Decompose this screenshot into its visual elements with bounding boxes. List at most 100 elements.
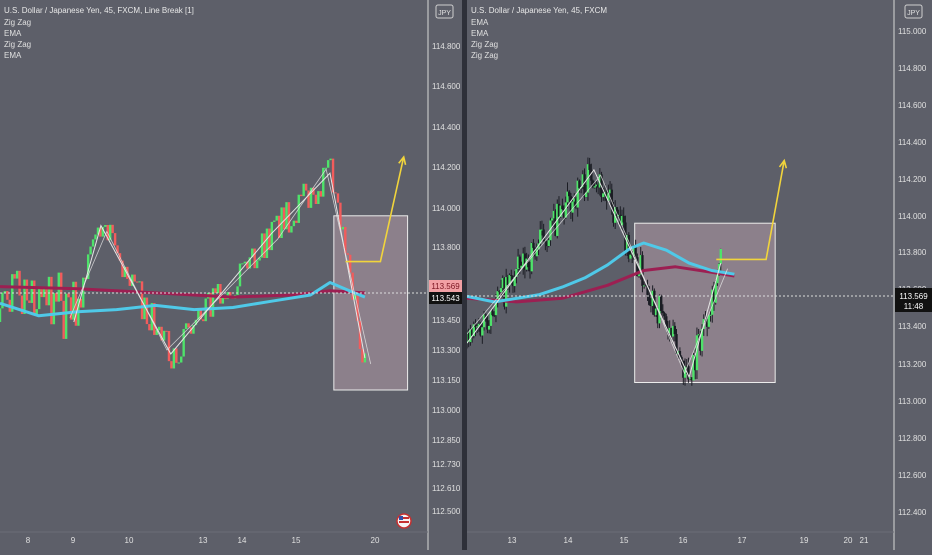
candle [187,323,189,327]
candle [568,192,570,197]
indicator-legend-item: EMA [4,29,22,38]
candle [185,323,187,329]
x-tick-label: 17 [738,536,747,545]
candle [170,361,172,368]
indicator-legend-item: Zig Zag [471,40,498,49]
candle [148,324,150,330]
y-tick-label: 114.200 [898,175,927,184]
right-chart-panel[interactable]: 115.000114.800114.600114.400114.200114.0… [463,0,932,550]
candle [6,291,8,300]
price-axis[interactable] [895,0,932,550]
candle [1,293,3,309]
candle [33,281,35,316]
candle [26,280,28,301]
candle [662,311,664,313]
y-tick-label: 112.600 [898,471,927,480]
y-tick-label: 114.800 [898,64,927,73]
x-tick-label: 10 [125,536,134,545]
zigzag-line-secondary [70,169,371,364]
candle [532,243,534,248]
candle [347,253,349,254]
chart-title: U.S. Dollar / Japanese Yen, 45, FXCM [471,6,607,15]
candle [334,192,336,193]
candle [293,221,295,226]
candle [491,311,493,315]
candle [143,298,145,320]
candle [67,294,69,298]
y-tick-label: 114.800 [432,42,461,51]
candle [315,195,317,204]
candle [283,207,285,229]
candle [23,280,25,314]
candle [104,225,106,227]
candle [602,193,604,197]
indicator-legend-item: Zig Zag [4,40,31,49]
candle [50,277,52,324]
y-tick-label: 114.400 [898,138,927,147]
left-chart-panel[interactable]: 114.800114.600114.400114.200114.000113.8… [0,0,462,550]
y-tick-label: 114.200 [432,163,461,172]
y-tick-label: 113.800 [432,243,461,252]
candle [253,249,255,269]
indicator-legend-item: EMA [4,51,22,60]
y-tick-label: 112.610 [432,484,461,493]
x-tick-label: 14 [238,536,247,545]
x-tick-label: 19 [800,536,809,545]
candle [236,286,238,295]
y-tick-label: 112.850 [432,436,461,445]
candle [305,184,307,191]
candle [588,164,590,170]
x-tick-label: 13 [508,536,517,545]
y-tick-label: 113.800 [898,248,927,257]
candle [133,275,135,282]
candle [660,296,662,311]
panel-divider[interactable] [462,0,467,550]
x-tick-label: 21 [860,536,869,545]
x-tick-label: 9 [71,536,76,545]
candle [45,289,47,305]
indicator-legend-item: Zig Zag [4,18,31,27]
y-tick-label: 114.600 [432,82,461,91]
candle [94,235,96,240]
x-tick-label: 13 [199,536,208,545]
candle [239,264,241,287]
candle [342,227,344,229]
candle [276,216,278,221]
candle [327,160,329,168]
candle [493,315,495,316]
candle [256,261,258,269]
candle [273,221,275,222]
candle [300,195,302,196]
candle [158,327,160,330]
candle [290,226,292,232]
candle [114,233,116,245]
candle [325,168,327,169]
candle [60,273,62,301]
candle [55,293,57,301]
candle [13,274,15,278]
x-tick-label: 15 [620,536,629,545]
y-tick-label: 115.000 [898,27,927,36]
y-tick-label: 113.300 [432,346,461,355]
last-price-value: 113.569 [431,282,460,291]
candle [92,239,94,246]
candle [180,357,182,363]
y-tick-label: 113.150 [432,376,461,385]
candle [16,271,18,279]
currency-badge-label: JPY [438,10,451,17]
indicator-legend-item: EMA [471,29,489,38]
candle [153,303,155,335]
candle [244,262,246,264]
candle [28,300,30,303]
candle [709,315,711,316]
candle [89,247,91,255]
candle [65,294,67,339]
crosshair-price-value: 113.543 [431,294,460,303]
us-flag-canton [399,516,403,520]
x-tick-label: 20 [844,536,853,545]
candle [175,348,177,362]
candle [317,191,319,204]
currency-badge-label: JPY [907,10,920,17]
candle [168,331,170,361]
